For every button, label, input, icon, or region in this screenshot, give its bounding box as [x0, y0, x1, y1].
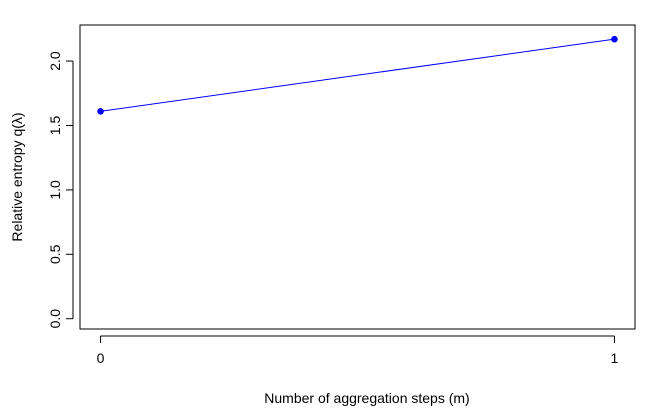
data-point [611, 35, 618, 43]
x-tick-label: 1 [611, 350, 619, 366]
y-axis-label: Relative entropy q(λ) [9, 112, 25, 241]
y-tick-label: 2.0 [47, 51, 63, 71]
plot-frame [79, 24, 636, 330]
data-point [97, 108, 104, 115]
x-axis-label: Number of aggregation steps (m) [264, 390, 469, 406]
x-tick-label: 0 [97, 350, 105, 366]
y-tick-label: 0.0 [47, 309, 63, 329]
y-tick-label: 1.5 [47, 116, 63, 136]
y-tick-label: 0.5 [47, 244, 63, 264]
y-axis: 0.0 0.5 1.0 1.5 2.0 [47, 51, 74, 329]
series-line [100, 38, 615, 112]
series-layer [97, 35, 618, 115]
y-tick-label: 1.0 [47, 180, 63, 200]
